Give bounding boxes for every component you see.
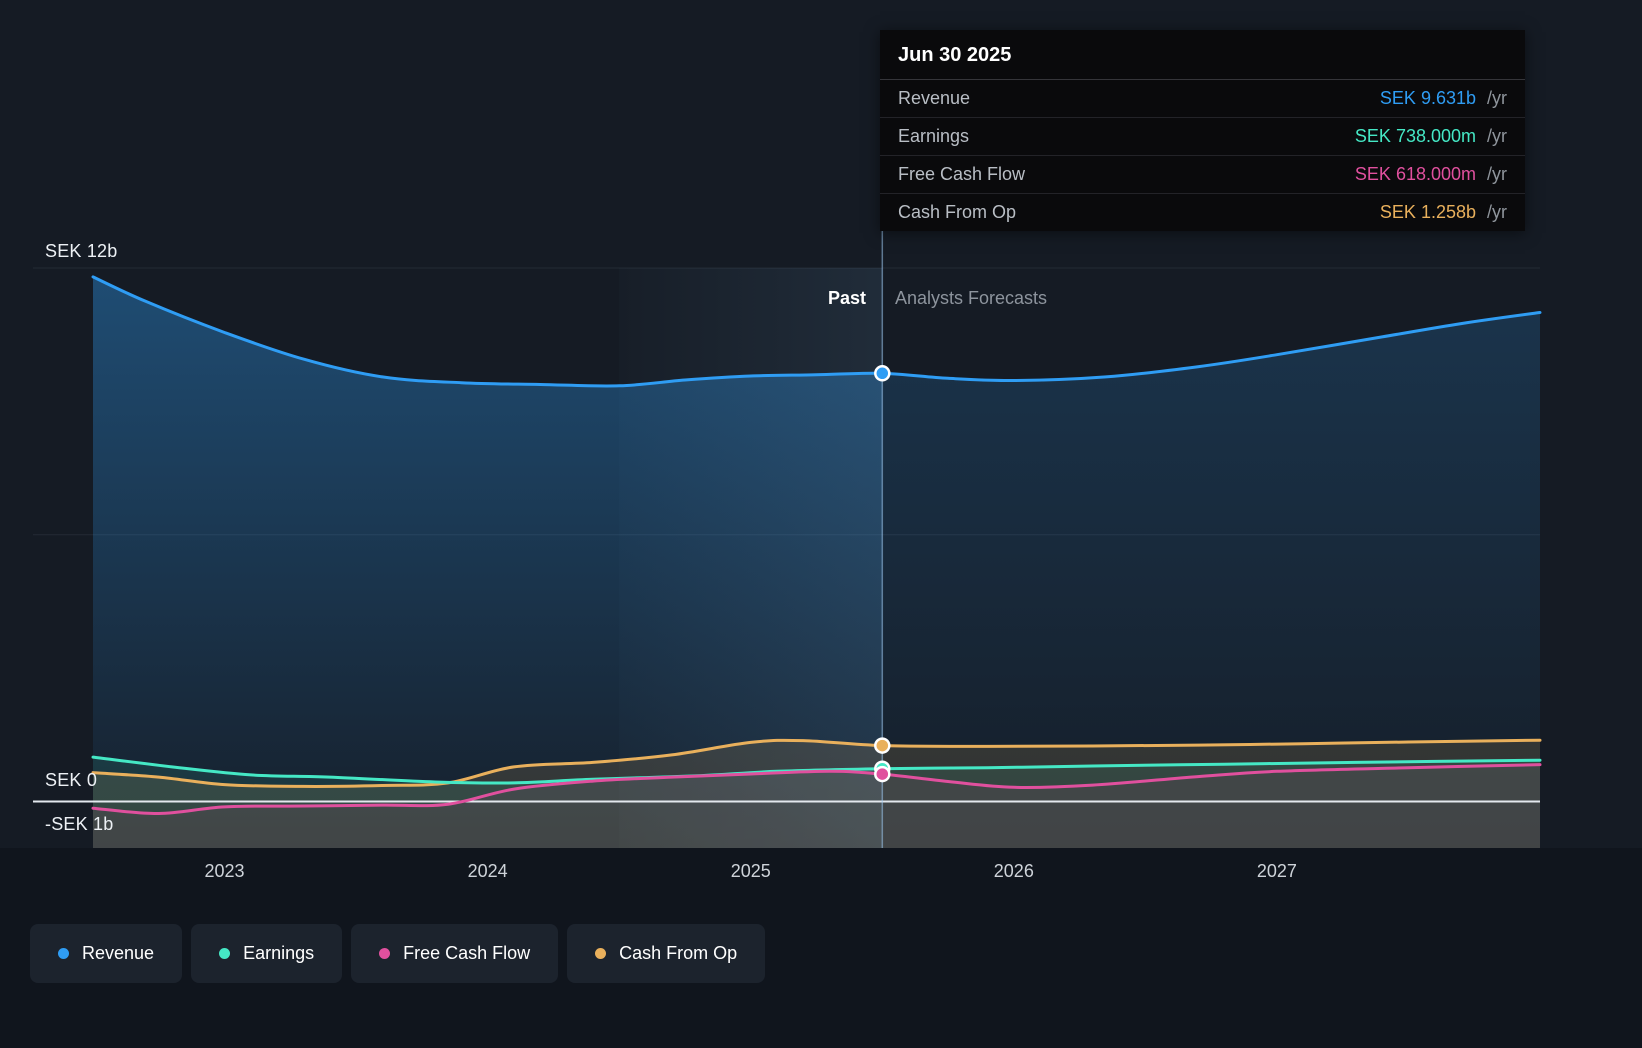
legend-dot-icon	[219, 948, 231, 959]
legend-item-free-cash-flow[interactable]: Free Cash Flow	[351, 924, 559, 983]
x-tick-label: 2027	[1256, 861, 1297, 881]
legend-item-cash-from-op[interactable]: Cash From Op	[567, 924, 766, 983]
legend-item-revenue[interactable]: Revenue	[30, 924, 183, 983]
x-tick-label: 2026	[993, 861, 1034, 881]
x-axis: 2023 2024 2025 2026 2027	[0, 848, 1642, 900]
legend-dot-icon	[595, 948, 607, 959]
tooltip-row-label: Earnings	[898, 126, 970, 146]
y-axis-label-zero: SEK 0	[45, 770, 98, 790]
tooltip-date: Jun 30 2025	[880, 30, 1525, 80]
tooltip-row-value: SEK 1.258b /yr	[1379, 202, 1507, 222]
legend-item-earnings[interactable]: Earnings	[191, 924, 343, 983]
tooltip-row: Earnings SEK 738.000m /yr	[880, 118, 1525, 156]
legend: Revenue Earnings Free Cash Flow Cash From O…	[30, 924, 766, 983]
x-tick-label: 2025	[730, 861, 771, 881]
tooltip-row: Free Cash Flow SEK 618.000m /yr	[880, 156, 1525, 194]
forecast-label: Analysts Forecasts	[895, 288, 1048, 308]
legend-dot-icon	[58, 948, 69, 959]
y-axis-label-12b: SEK 12b	[45, 241, 118, 261]
x-tick-label: 2023	[204, 861, 245, 881]
y-axis-label-neg1b: -SEK 1b	[45, 814, 114, 834]
past-label: Past	[827, 288, 866, 308]
legend-dot-icon	[379, 948, 391, 959]
tooltip-row-value: SEK 618.000m /yr	[1354, 164, 1507, 184]
x-tick-label: 2024	[467, 861, 508, 881]
tooltip-row: Revenue SEK 9.631b /yr	[880, 80, 1525, 118]
tooltip-row-label: Revenue	[898, 88, 971, 108]
tooltip-row-label: Free Cash Flow	[898, 164, 1026, 184]
legend-label: Cash From Op	[619, 943, 738, 963]
legend-label: Free Cash Flow	[403, 943, 531, 963]
legend-label: Earnings	[243, 943, 315, 963]
tooltip-rows: Revenue SEK 9.631b /yr Earnings SEK 738.000…	[880, 80, 1525, 231]
tooltip-row-value: SEK 738.000m /yr	[1354, 126, 1507, 146]
tooltip-row-label: Cash From Op	[898, 202, 1017, 222]
legend-label: Revenue	[82, 943, 155, 963]
hover-tooltip: Jun 30 2025 Revenue SEK 9.631b /yr Earning…	[880, 30, 1525, 231]
tooltip-row: Cash From Op SEK 1.258b /yr	[880, 194, 1525, 231]
tooltip-row-value: SEK 9.631b /yr	[1379, 88, 1507, 108]
